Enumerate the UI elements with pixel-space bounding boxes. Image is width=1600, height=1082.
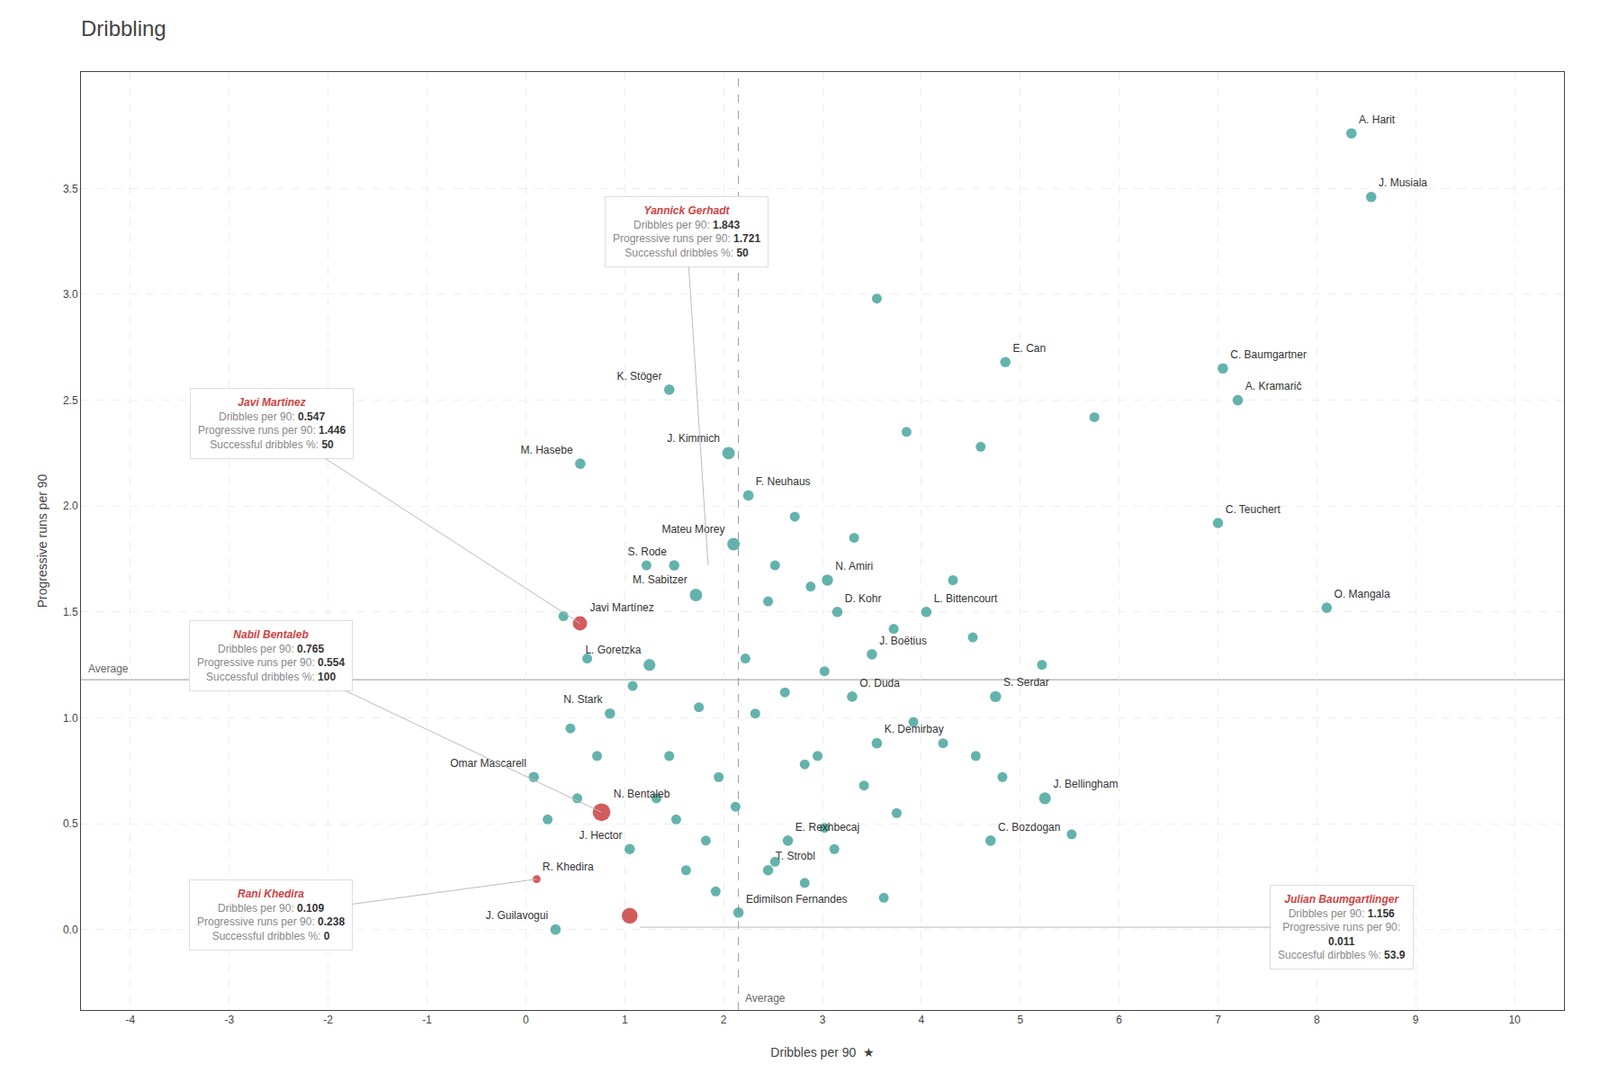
svg-text:J. Guilavogui: J. Guilavogui	[485, 908, 549, 922]
svg-text:4: 4	[918, 1013, 926, 1026]
svg-text:Julian BaumgartlingerDribbles: Julian BaumgartlingerDribbles per 90: 1.…	[1277, 892, 1406, 962]
svg-text:6: 6	[1115, 1013, 1123, 1026]
svg-text:Yannick GerhadtDribbles per 90: Yannick GerhadtDribbles per 90: 1.843Pro…	[612, 204, 761, 260]
svg-text:J. Bellingham: J. Bellingham	[1052, 777, 1118, 791]
svg-text:E. Can: E. Can	[1013, 341, 1047, 355]
svg-text:J. Musiala: J. Musiala	[1378, 177, 1428, 190]
svg-text:5: 5	[1016, 1013, 1024, 1026]
svg-text:L. Goretzka: L. Goretzka	[584, 643, 641, 657]
svg-text:R. Khedira: R. Khedira	[542, 860, 594, 873]
svg-text:C. Baumgartner: C. Baumgartner	[1230, 348, 1307, 361]
svg-text:C. Bozdogan: C. Bozdogan	[997, 820, 1061, 834]
svg-text:M. Sabitzer: M. Sabitzer	[632, 573, 688, 586]
svg-text:N. Amiri: N. Amiri	[835, 559, 873, 573]
svg-text:Progressive runs per 90: Progressive runs per 90	[35, 473, 50, 608]
svg-text:A. Harit: A. Harit	[1358, 113, 1396, 126]
svg-text:T. Strobl: T. Strobl	[775, 849, 816, 863]
svg-text:Average: Average	[745, 991, 786, 1005]
svg-text:-3: -3	[224, 1013, 234, 1026]
svg-text:S. Rode: S. Rode	[628, 545, 668, 558]
svg-text:9: 9	[1412, 1013, 1420, 1026]
svg-text:Edimilson Fernandes: Edimilson Fernandes	[746, 892, 848, 906]
svg-text:Dribbling: Dribbling	[80, 16, 167, 41]
svg-text:2.0: 2.0	[62, 499, 79, 513]
svg-text:-1: -1	[422, 1013, 432, 1026]
svg-text:Nabil BentalebDribbles per 90:: Nabil BentalebDribbles per 90: 0.765Prog…	[197, 628, 345, 684]
svg-text:O. Mangala: O. Mangala	[1334, 587, 1391, 601]
svg-text:Javi MartinezDribbles per 90:: Javi MartinezDribbles per 90: 0.547Progr…	[197, 395, 346, 451]
svg-text:0.0: 0.0	[62, 923, 79, 936]
svg-text:Average: Average	[88, 662, 129, 675]
svg-text:0: 0	[522, 1013, 530, 1026]
svg-text:1: 1	[621, 1013, 629, 1026]
svg-text:3.5: 3.5	[62, 182, 79, 196]
svg-text:K. Demirbay: K. Demirbay	[884, 722, 944, 736]
svg-text:J. Kimmich: J. Kimmich	[666, 431, 720, 445]
svg-text:K. Stöger: K. Stöger	[616, 369, 662, 383]
svg-text:10: 10	[1508, 1013, 1521, 1026]
svg-text:D. Kohr: D. Kohr	[844, 592, 882, 605]
svg-text:Dribbles per 90 ★: Dribbles per 90 ★	[770, 1044, 874, 1060]
svg-text:3.0: 3.0	[62, 287, 79, 301]
svg-text:2.5: 2.5	[62, 394, 79, 407]
svg-text:O. Duda: O. Duda	[859, 676, 900, 690]
svg-text:Mateu Morey: Mateu Morey	[661, 522, 725, 536]
svg-text:C. Teuchert: C. Teuchert	[1225, 503, 1282, 516]
svg-text:7: 7	[1214, 1013, 1222, 1026]
svg-text:J. Boëtius: J. Boëtius	[879, 634, 927, 648]
svg-text:N. Bentaleb: N. Bentaleb	[613, 787, 671, 800]
svg-text:-4: -4	[125, 1013, 136, 1026]
svg-text:1.5: 1.5	[62, 605, 79, 619]
svg-text:J. Hector: J. Hector	[578, 828, 622, 842]
svg-text:0.5: 0.5	[62, 817, 79, 830]
svg-text:Rani KhediraDribbles per 90: 0: Rani KhediraDribbles per 90: 0.109Progre…	[197, 887, 345, 943]
svg-text:L. Bittencourt: L. Bittencourt	[934, 592, 998, 605]
svg-text:A. Kramarič: A. Kramarič	[1245, 379, 1303, 393]
svg-text:2: 2	[720, 1013, 728, 1026]
svg-text:Omar Mascarell: Omar Mascarell	[449, 756, 527, 770]
svg-text:1.0: 1.0	[62, 711, 79, 725]
svg-text:3: 3	[819, 1013, 827, 1026]
svg-text:8: 8	[1313, 1013, 1321, 1026]
svg-text:F. Neuhaus: F. Neuhaus	[755, 475, 811, 488]
svg-text:-2: -2	[323, 1013, 333, 1026]
svg-text:E. Rexhbecaj: E. Rexhbecaj	[795, 820, 860, 834]
svg-text:N. Stark: N. Stark	[563, 692, 603, 706]
svg-text:M. Hasebe: M. Hasebe	[521, 443, 574, 457]
svg-text:Javi Martínez: Javi Martínez	[589, 601, 654, 614]
svg-text:S. Serdar: S. Serdar	[1003, 675, 1050, 689]
